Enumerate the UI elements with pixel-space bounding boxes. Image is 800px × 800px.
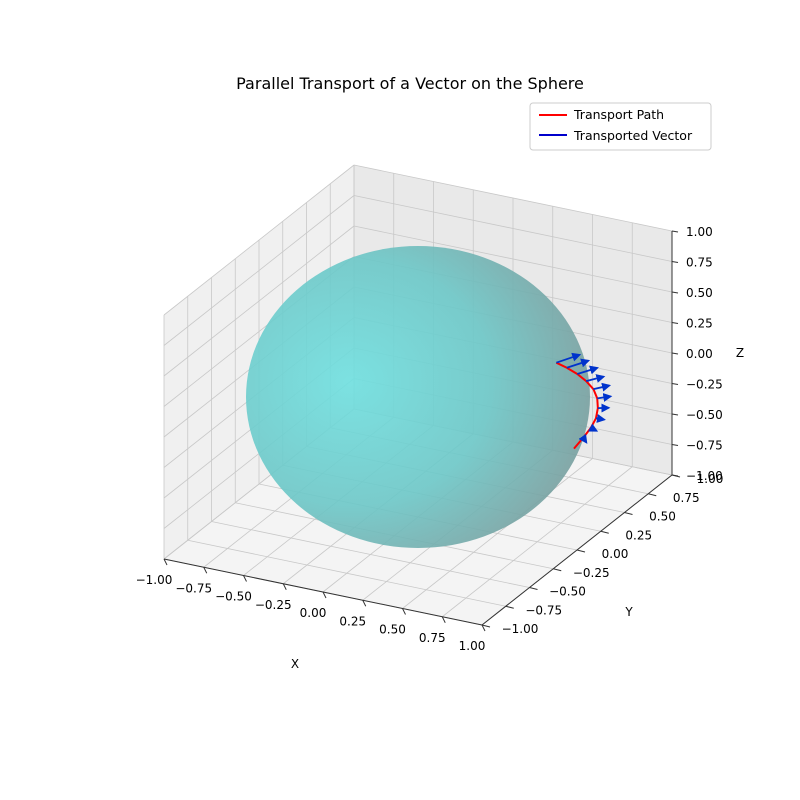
x-tick-label: −1.00 [136,573,173,587]
z-tick-label: 0.00 [686,347,713,361]
z-tick-label: 1.00 [686,225,713,239]
x-tick-mark [481,624,486,632]
y-tick-mark [624,512,633,515]
z-tick-label: −0.75 [686,439,723,453]
y-tick-label: 0.25 [625,528,652,542]
grid-line-left-z [163,225,355,377]
z-tick-label: −1.00 [686,469,723,483]
z-tick-mark [671,261,679,263]
x-axis-label: X [291,657,299,671]
x-tick-mark [203,567,208,574]
transported-vector-5 [593,382,612,392]
grid-line-left-z [163,164,355,316]
transported-vector-2 [566,358,591,369]
grid-line-back-z [353,195,673,262]
z-tick-mark [671,322,679,324]
y-tick-label: 0.75 [673,491,700,505]
y-axis-label: Y [624,605,633,619]
transported-vector-4 [585,374,606,383]
y-tick-label: 1.00 [697,472,724,486]
grid-line-back-z [353,225,673,293]
x-tick-mark [282,583,287,590]
x-tick-mark [243,575,247,582]
y-tick-mark [505,605,514,609]
legend: Transport Path Transported Vector [529,102,712,151]
z-tick-mark [671,230,679,233]
z-tick-mark [671,291,679,294]
y-tick-label: −0.75 [525,603,562,617]
x-tick-mark [362,600,367,607]
transported-vector-8 [595,414,606,423]
grid-line-floor-x [402,458,593,609]
y-tick-mark [576,549,586,553]
x-tick-label: 0.25 [339,614,366,628]
z-tick-mark [671,352,679,355]
legend-box [529,102,712,151]
x-tick-label: 0.75 [419,631,446,645]
z-tick-label: −0.25 [686,378,723,392]
x-tick-label: 0.50 [379,623,406,637]
x-tick-label: −0.50 [215,590,252,604]
z-tick-mark [671,413,679,416]
x-tick-mark [163,558,168,566]
transported-vector-10 [578,433,588,444]
grid-line-left-z [163,195,355,346]
x-tick-label: −0.75 [175,581,212,595]
y-tick-label: 0.50 [649,510,676,524]
sphere-surface-layer [246,246,590,548]
grid-line-floor-x [442,466,633,618]
y-tick-mark [648,493,657,497]
x-tick-label: 1.00 [459,639,486,653]
x-tick-mark [402,608,406,615]
tick-labels: −1.00−1.00−1.00−0.75−0.75−0.75−0.50 −0.50… [136,225,724,653]
z-tick-label: 0.50 [686,286,713,300]
transported-vector-6 [597,392,613,402]
x-tick-label: 0.00 [300,606,327,620]
y-tick-label: 0.00 [602,547,629,561]
transported-vector-3 [577,365,599,375]
x-tick-mark [322,591,327,599]
legend-label-transported-vector: Transported Vector [573,128,693,143]
y-tick-label: −1.00 [502,622,539,636]
y-tick-label: −0.50 [549,585,586,599]
grid-line-back-z [353,164,673,232]
transported-vectors-layer [556,352,613,444]
x-tick-mark [441,616,446,623]
y-tick-label: −0.25 [573,566,610,580]
y-tick-mark [529,587,538,590]
z-tick-label: 0.75 [686,256,713,270]
x-tick-label: −0.25 [255,598,292,612]
y-tick-mark [671,474,681,478]
sphere-surface [246,246,590,548]
y-tick-mark [600,530,609,534]
transported-vector-1 [556,352,582,364]
transported-vector-9 [588,423,599,432]
z-axis-label: Z [736,346,744,360]
z-tick-label: 0.25 [686,317,713,331]
legend-label-transport-path: Transport Path [573,107,664,122]
z-tick-label: −0.50 [686,408,723,422]
y-tick-mark [481,624,491,628]
z-tick-mark [671,444,679,446]
z-tick-mark [671,383,679,385]
chart-title: Parallel Transport of a Vector on the Sp… [236,74,584,93]
y-tick-mark [553,568,562,572]
